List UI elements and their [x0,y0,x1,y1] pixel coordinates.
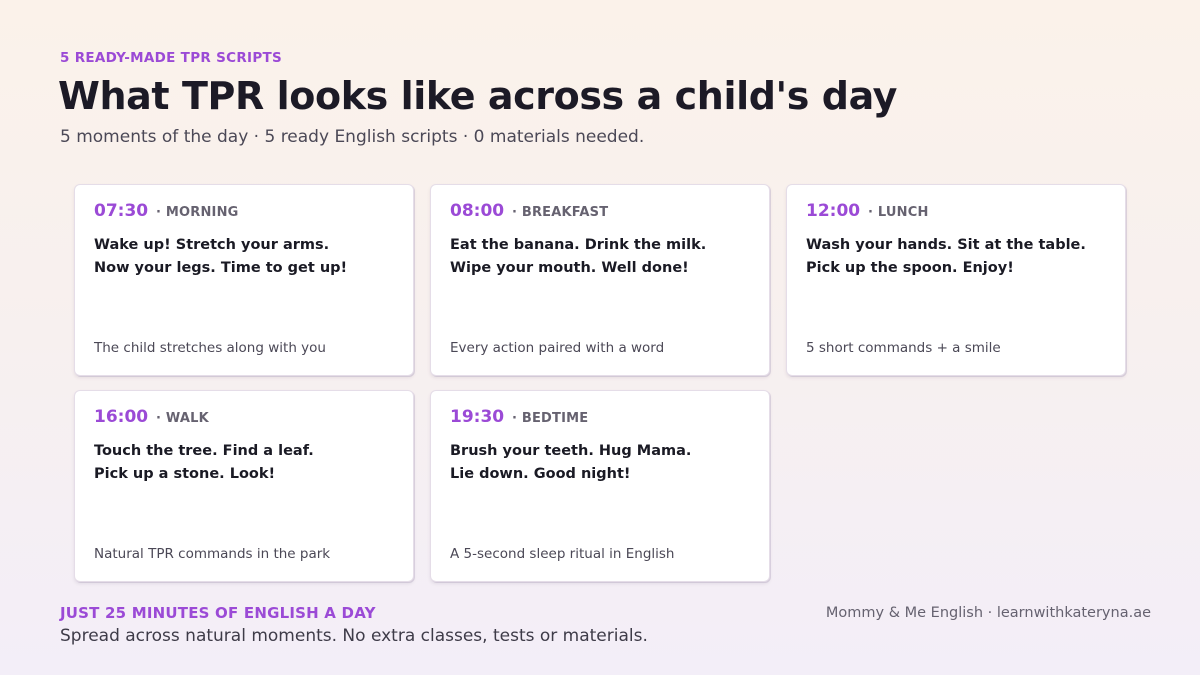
card-script-line: Pick up the spoon. Enjoy! [806,260,1014,276]
card-time: 16:00 [94,407,149,427]
card-time: 19:30 [450,407,505,427]
card-script-line: Lie down. Good night! [450,466,631,482]
card-time: 07:30 [94,201,149,221]
card-script-line: Now your legs. Time to get up! [94,260,348,276]
card-breakfast: 08:00 · BREAKFAST Eat the banana. Drink … [430,184,770,376]
card-note: A 5-second sleep ritual in English [450,546,675,562]
card-time: 08:00 [450,201,505,221]
card-note: Natural TPR commands in the park [94,546,331,562]
card-script-line: Wake up! Stretch your arms. [94,237,330,253]
card-moment: · BREAKFAST [512,205,609,220]
card-note: 5 short commands + a smile [806,340,1001,356]
card-moment: · WALK [156,411,209,426]
card-moment: · MORNING [156,205,239,220]
card-script-line: Touch the tree. Find a leaf. [94,443,314,459]
card-note: The child stretches along with you [94,340,326,356]
card-note: Every action paired with a word [450,340,665,356]
footer-credit: Mommy & Me English · learnwithkateryna.a… [825,605,1151,621]
card-script-line: Wash your hands. Sit at the table. [806,237,1086,253]
card-script-line: Pick up a stone. Look! [94,466,276,482]
card-bedtime: 19:30 · BEDTIME Brush your teeth. Hug Ma… [430,390,770,582]
page-title: What TPR looks like across a child's day [58,74,898,118]
eyebrow-label: 5 READY-MADE TPR SCRIPTS [60,50,283,66]
footer-text: Spread across natural moments. No extra … [60,626,648,646]
page-subtitle: 5 moments of the day · 5 ready English s… [60,127,645,147]
card-moment: · BEDTIME [512,411,589,426]
card-script-line: Brush your teeth. Hug Mama. [450,443,692,459]
card-script-line: Wipe your mouth. Well done! [450,260,689,276]
card-time: 12:00 [806,201,861,221]
card-morning: 07:30 · MORNING Wake up! Stretch your ar… [74,184,414,376]
footer-kicker: JUST 25 MINUTES OF ENGLISH A DAY [60,604,376,622]
card-lunch: 12:00 · LUNCH Wash your hands. Sit at th… [786,184,1126,376]
card-moment: · LUNCH [868,205,929,220]
card-walk: 16:00 · WALK Touch the tree. Find a leaf… [74,390,414,582]
card-script-line: Eat the banana. Drink the milk. [450,237,707,253]
